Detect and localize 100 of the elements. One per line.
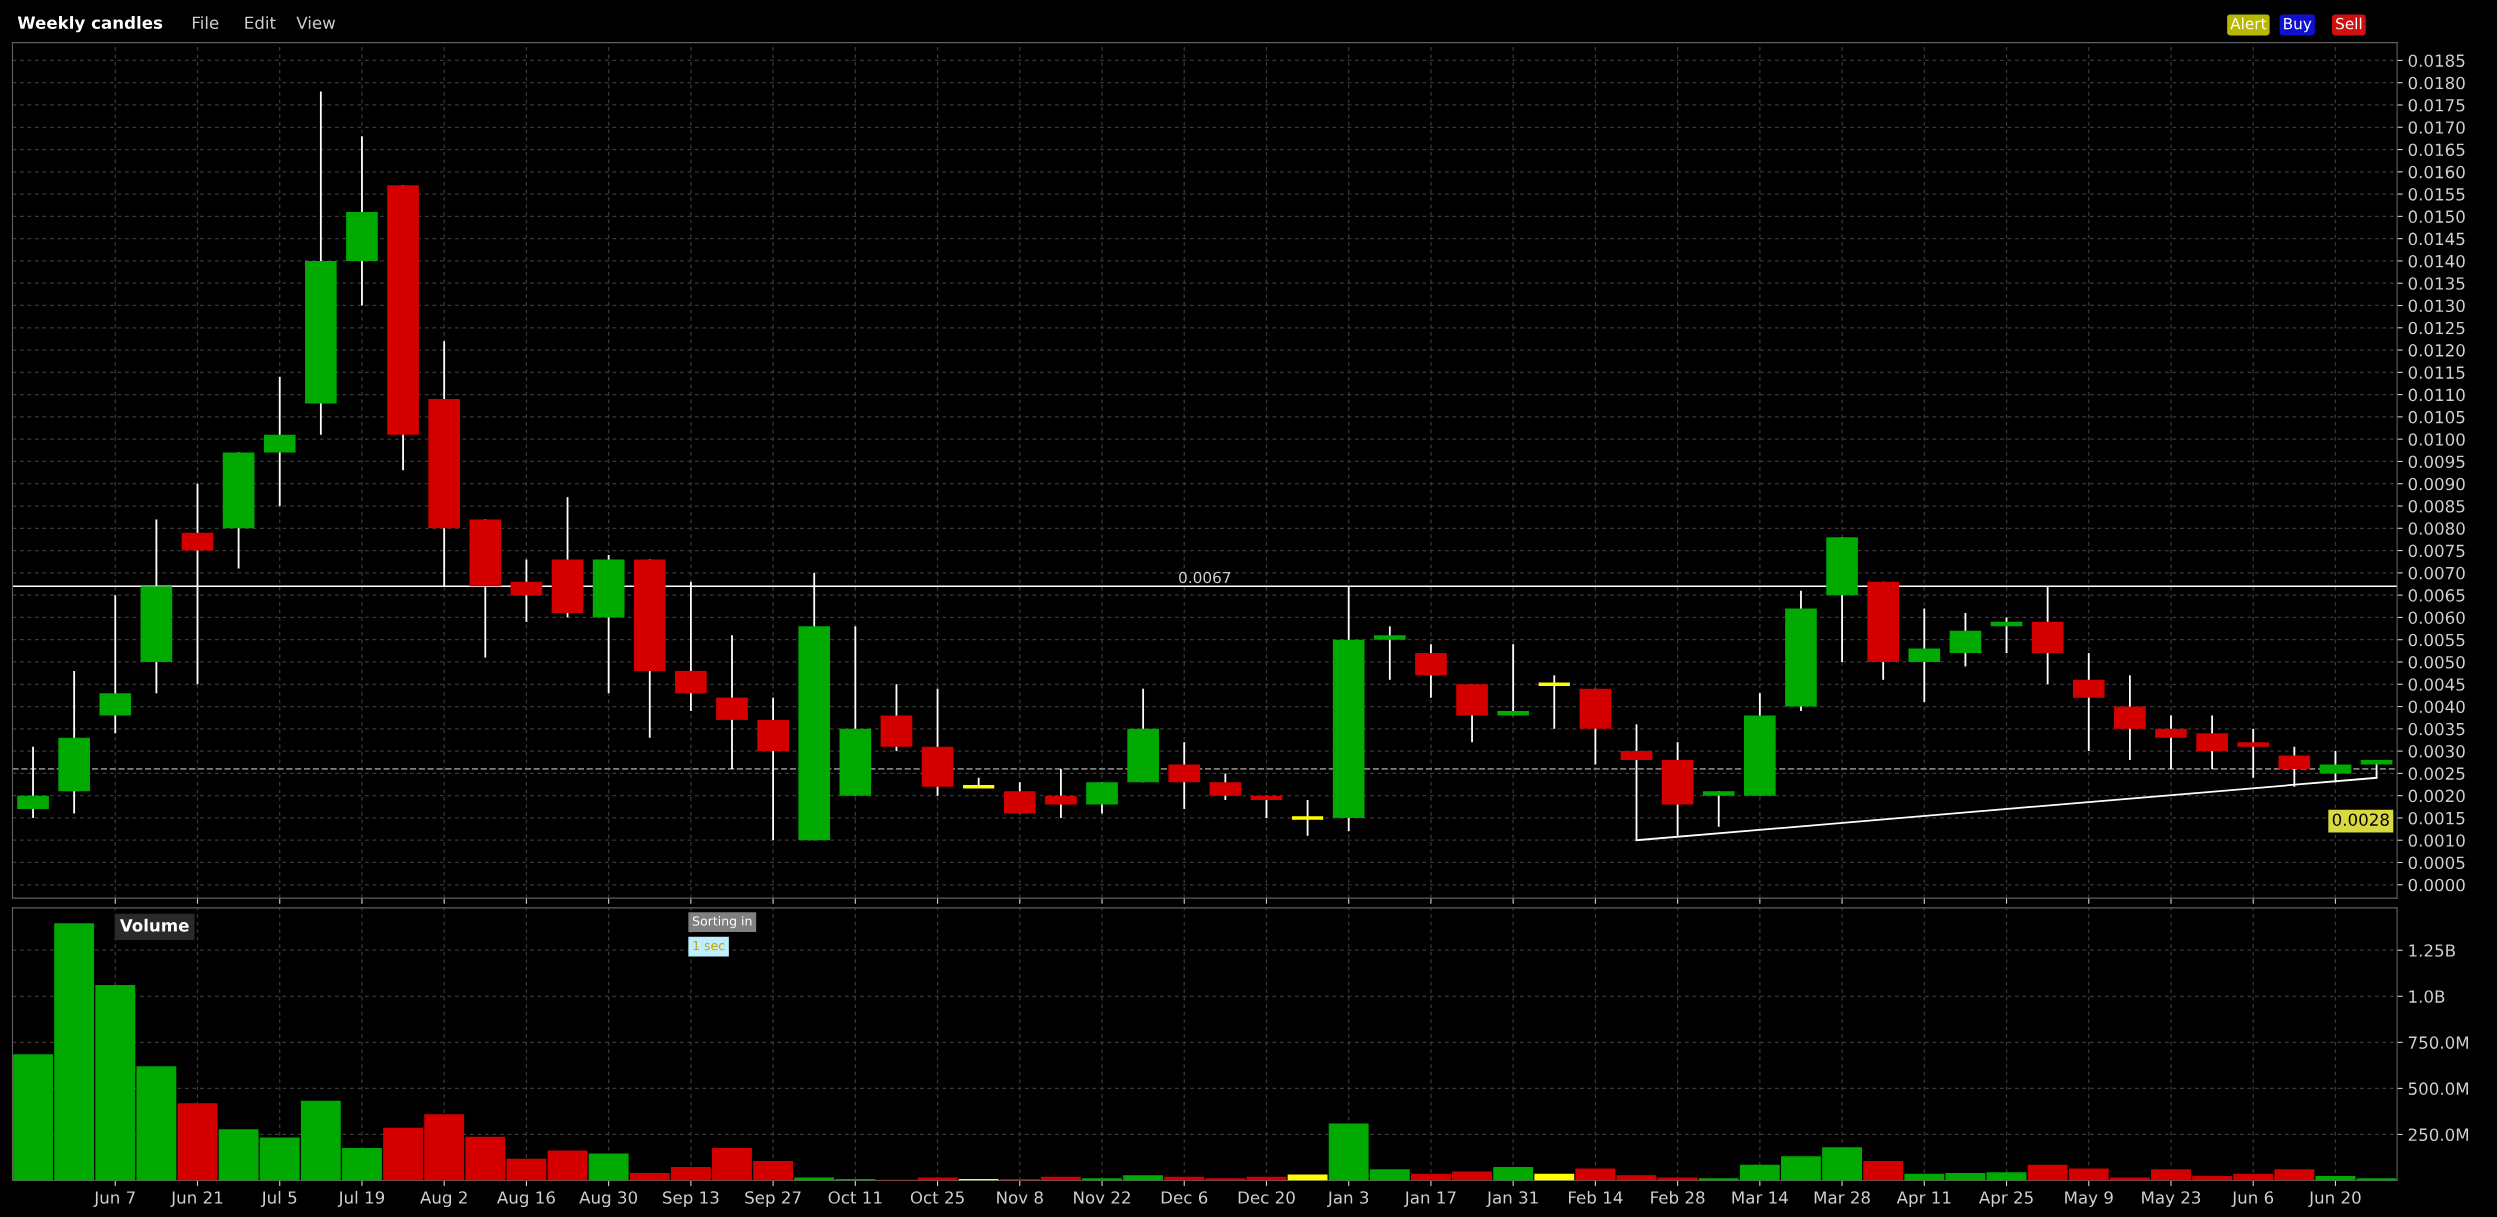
- y-tick-label: 0.0010: [2408, 834, 2465, 847]
- x-tick-label: Mar 28: [1814, 1191, 1870, 1204]
- candlestick: [2155, 714, 2187, 770]
- y-tick-label: 0.0175: [2408, 98, 2465, 112]
- y-tick-label: 0.0025: [2408, 767, 2465, 780]
- bar: [1493, 1167, 1534, 1181]
- y-tick-label: 0.0125: [2408, 321, 2465, 335]
- y-tick-label: 1.25B: [2409, 944, 2455, 957]
- x-tick-label: Jun 21: [170, 1191, 223, 1207]
- y-tick-label: 0.0060: [2408, 611, 2465, 624]
- y-tick-label: 750.0M: [2408, 1036, 2468, 1049]
- y-tick-label: 0.0075: [2408, 544, 2465, 558]
- y-tick-label: 0.0020: [2408, 789, 2465, 803]
- y-tick-label: 0.0090: [2408, 477, 2465, 491]
- y-tick-label: 250.0M: [2408, 1128, 2468, 1142]
- x-tick-label: Feb 14: [1569, 1190, 1623, 1204]
- y-tick-label: 0.0180: [2408, 76, 2465, 90]
- x-tick-label: Aug 16: [497, 1191, 555, 1208]
- chart-title: Weekly candles: [17, 16, 163, 33]
- text: Sell: [2336, 17, 2362, 30]
- y-tick-label: 1.0B: [2409, 990, 2445, 1003]
- bar: [1575, 1168, 1616, 1181]
- y-tick-label: 0.0150: [2408, 210, 2465, 223]
- bar: [588, 1153, 629, 1181]
- x-tick-label: Oct 25: [910, 1191, 964, 1204]
- y-tick-label: 0.0165: [2408, 143, 2465, 157]
- x-tick-label: Jul 5: [260, 1190, 297, 1207]
- annotation: 1 sec: [693, 940, 725, 951]
- bar: [177, 1103, 218, 1181]
- y-tick-label: 0.0155: [2408, 188, 2465, 201]
- candlestick: [1497, 643, 1529, 717]
- text: View: [296, 16, 336, 30]
- text: Buy: [2284, 18, 2312, 33]
- x-tick-label: Dec 20: [1238, 1191, 1295, 1204]
- x-tick-label: Jun 6: [2231, 1191, 2274, 1207]
- y-tick-label: 0.0115: [2408, 366, 2465, 379]
- annotation: Sorting in: [692, 916, 752, 929]
- x-tick-label: Jan 3: [1327, 1191, 1369, 1207]
- x-tick-label: May 9: [2065, 1191, 2113, 1208]
- x-tick-label: Jan 31: [1486, 1191, 1538, 1207]
- y-tick-label: 0.0015: [2408, 811, 2465, 825]
- y-tick-label: 0.0055: [2408, 633, 2465, 647]
- x-tick-label: Aug 30: [579, 1191, 638, 1208]
- x-tick-label: Sep 13: [663, 1191, 719, 1208]
- text: File: [192, 16, 219, 30]
- bar: [1863, 1160, 1904, 1181]
- y-tick-label: 0.0135: [2408, 277, 2465, 290]
- y-tick-label: 0.0140: [2408, 254, 2465, 268]
- y-tick-label: 0.0085: [2408, 499, 2465, 513]
- y-tick-label: 0.0105: [2408, 410, 2465, 424]
- bar: [1616, 1175, 1657, 1181]
- y-tick-label: 0.0160: [2408, 165, 2465, 179]
- y-tick-label: 0.0070: [2408, 566, 2465, 580]
- bar: [547, 1150, 588, 1181]
- candlestick: [1908, 607, 1941, 703]
- candlestick: [1290, 799, 1324, 837]
- y-tick-label: 0.0005: [2408, 856, 2465, 870]
- x-tick-label: Oct 11: [828, 1191, 882, 1204]
- x-tick-label: Nov 8: [997, 1191, 1043, 1204]
- candlestick: [1373, 625, 1406, 681]
- y-tick-label: 0.0185: [2408, 54, 2465, 67]
- x-tick-label: Nov 22: [1074, 1191, 1130, 1204]
- x-tick-label: Jul 19: [337, 1190, 385, 1207]
- candlestick: [2237, 727, 2270, 779]
- y-tick-label: 0.0065: [2408, 589, 2465, 602]
- y-tick-label: 0.0095: [2408, 455, 2465, 469]
- bar: [1287, 1174, 1328, 1181]
- y-tick-label: 0.0080: [2408, 522, 2465, 535]
- x-tick-label: Apr 25: [1978, 1191, 2033, 1208]
- y-tick-label: 0.0145: [2408, 232, 2465, 246]
- bar: [1986, 1172, 2027, 1181]
- candlestick: [1702, 790, 1735, 828]
- y-tick-label: 0.0120: [2408, 344, 2465, 357]
- y-tick-label: 0.0110: [2408, 388, 2465, 402]
- y-tick-label: 0.0130: [2408, 299, 2465, 313]
- candlestick: [1538, 674, 1570, 730]
- y-tick-label: 500.0M: [2408, 1082, 2468, 1095]
- y-tick-label: 0.0000: [2408, 878, 2465, 892]
- y-tick-label: 0.0170: [2408, 121, 2465, 134]
- y-tick-label: 0.0050: [2408, 655, 2465, 669]
- x-tick-label: Aug 2: [420, 1191, 467, 1208]
- x-tick-label: Sep 27: [745, 1191, 801, 1208]
- x-tick-label: Jun 7: [93, 1191, 135, 1207]
- text: Volume: [119, 918, 189, 932]
- x-tick-label: Dec 6: [1161, 1191, 1208, 1204]
- y-tick-label: 0.0030: [2408, 745, 2465, 758]
- y-tick-label: 0.0035: [2408, 722, 2465, 736]
- ref-line-label: 0.0067: [1179, 571, 1231, 584]
- y-tick-label: 0.0100: [2408, 433, 2465, 446]
- x-tick-label: May 23: [2142, 1191, 2201, 1208]
- x-tick-label: Apr 11: [1896, 1191, 1951, 1208]
- y-tick-label: 0.0040: [2408, 700, 2465, 714]
- candlestick: [1045, 768, 1077, 819]
- text: Alert: [2230, 17, 2267, 30]
- x-tick-label: Jan 17: [1403, 1191, 1456, 1207]
- y-tick-label: 0.0045: [2408, 678, 2465, 691]
- annotation: 0.0028: [2332, 813, 2389, 826]
- x-tick-label: Mar 14: [1732, 1191, 1788, 1204]
- x-tick-label: Jun 20: [2308, 1191, 2361, 1207]
- bar: [2356, 1178, 2397, 1181]
